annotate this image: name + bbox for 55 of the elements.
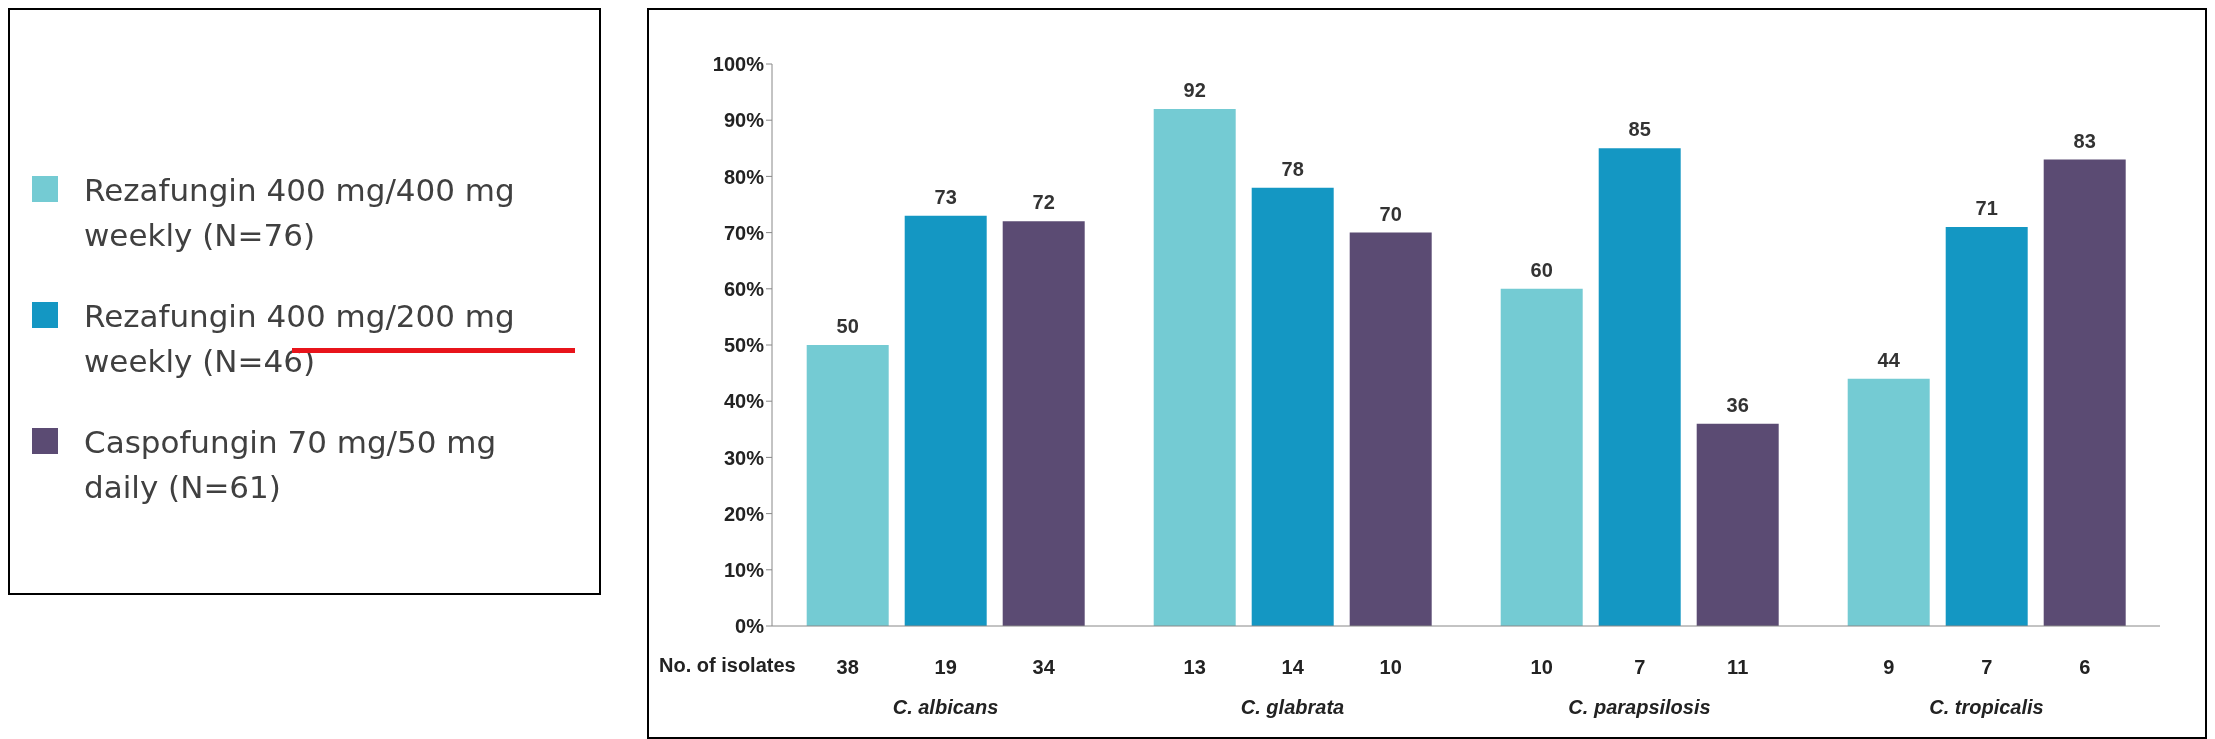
legend-label: Caspofungin 70 mg/50 mg daily (N=61) [84, 423, 498, 507]
y-tick-label: 50% [723, 334, 765, 357]
data-label: 36 [1726, 393, 1749, 416]
y-tick-label: 20% [723, 502, 765, 525]
bar [1945, 226, 2028, 626]
data-label: 83 [2073, 129, 2096, 152]
bar [2043, 159, 2126, 626]
text: 14 [1281, 656, 1305, 678]
bar [1696, 423, 1779, 626]
data-label: 72 [1032, 191, 1055, 214]
y-tick-label: 40% [723, 390, 765, 413]
y-tick-label: 90% [723, 109, 765, 132]
text: 7 [1634, 656, 1646, 678]
bar [904, 215, 987, 626]
text: 11 [1727, 656, 1749, 678]
x-tick-label: C. tropicalis [1929, 696, 2044, 718]
data-label: 44 [1877, 348, 1901, 371]
y-tick-label: 0% [735, 615, 765, 638]
data-label: 60 [1530, 258, 1553, 281]
text: 38 [836, 656, 859, 678]
data-label: 92 [1183, 78, 1206, 101]
text: 10 [1530, 656, 1553, 678]
y-tick-label: 100% [712, 53, 765, 76]
bar [1153, 108, 1236, 626]
data-label: 85 [1628, 118, 1651, 141]
bar [1251, 187, 1334, 626]
bar [1847, 378, 1930, 626]
text: 13 [1183, 656, 1206, 678]
bar [1500, 288, 1583, 626]
legend-label: Rezafungin 400 mg/200 mg weekly (N=46) [84, 297, 516, 381]
x-tick-label: C. albicans [892, 696, 999, 718]
x-tick-label: C. glabrata [1240, 696, 1345, 718]
y-tick-label: 60% [723, 277, 765, 300]
text: 6 [2079, 656, 2091, 678]
x-tick-label: C. parapsilosis [1568, 696, 1711, 718]
y-tick-label: 80% [723, 165, 765, 188]
bar [1002, 221, 1085, 626]
text: No. of isolates [659, 654, 796, 677]
text: 10 [1379, 656, 1402, 678]
y-tick-label: 10% [723, 558, 765, 581]
legend-label: Rezafungin 400 mg/400 mg weekly (N=76) [84, 171, 516, 255]
bar [1598, 148, 1681, 626]
bar [806, 345, 889, 626]
data-label: 70 [1379, 202, 1402, 225]
data-label: 73 [934, 185, 957, 208]
text: 19 [934, 656, 957, 678]
text: 34 [1032, 656, 1056, 678]
text: 9 [1883, 656, 1895, 678]
data-label: 50 [836, 315, 859, 337]
y-tick-label: 30% [723, 446, 765, 469]
data-label: 78 [1281, 157, 1304, 180]
bar [1349, 232, 1432, 626]
y-tick-label: 70% [723, 221, 765, 244]
text: 7 [1981, 656, 1993, 678]
data-label: 71 [1975, 196, 1998, 219]
